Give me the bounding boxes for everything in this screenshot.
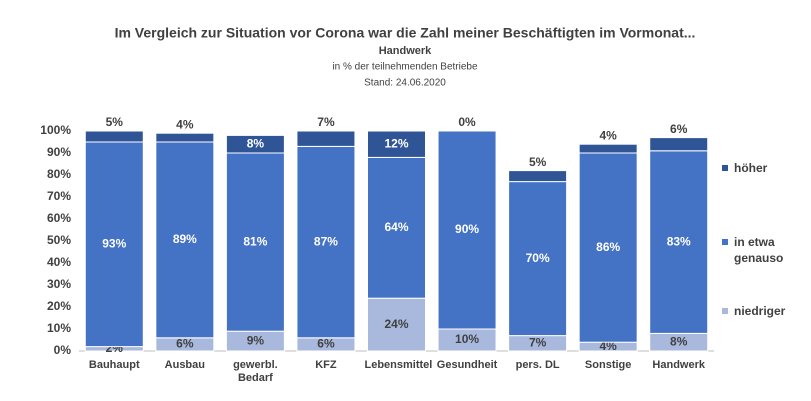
data-label: 89% [173, 232, 197, 246]
data-label: 87% [314, 234, 338, 248]
data-label: 90% [455, 222, 479, 236]
bar-segment [437, 130, 497, 330]
data-label: 12% [384, 136, 408, 150]
bar-segment [367, 297, 426, 352]
bar-segment [84, 130, 144, 143]
bar-segment [578, 143, 638, 154]
data-label: 0% [458, 115, 476, 129]
x-tick-label: KFZ [315, 359, 337, 371]
y-tick-label: 10% [47, 321, 71, 335]
bar-segment [155, 132, 215, 143]
data-label: 7% [317, 115, 335, 129]
x-tick-label: Handwerk [652, 359, 705, 371]
data-label: 5% [106, 115, 124, 129]
bar-segment [84, 141, 144, 348]
y-tick-label: 30% [47, 277, 71, 291]
data-label: 24% [384, 317, 408, 331]
chart-title: Im Vergleich zur Situation vor Corona wa… [115, 25, 696, 41]
x-tick-label: Ausbau [164, 359, 205, 371]
y-tick-label: 70% [47, 189, 71, 203]
data-label: 7% [529, 335, 547, 349]
annotation: in % der teilnehmenden Betriebe [332, 62, 478, 73]
bar-segment [578, 152, 638, 343]
bar-segment [367, 130, 426, 158]
x-tick-label: Lebensmittel [364, 359, 433, 371]
bar-segment [649, 150, 709, 334]
x-tick-label: pers. DL [515, 359, 560, 371]
x-tick-label: Bauhaupt [88, 359, 140, 371]
bar-segment [155, 141, 215, 339]
bar-segment [508, 181, 568, 337]
data-label: 70% [526, 251, 550, 265]
annotation: Stand: 24.06.2020 [364, 78, 446, 89]
data-label: 8% [670, 334, 688, 348]
data-label: 8% [247, 136, 265, 150]
legend-label: höher [734, 161, 768, 175]
chart-subtitle: Handwerk [379, 45, 432, 57]
data-label: 93% [102, 236, 126, 250]
data-label: 4% [599, 128, 617, 142]
legend-swatch [722, 165, 728, 171]
x-tick-label: gewerbl. Bedarf [233, 359, 278, 384]
legend-label: in etwa genauso [734, 235, 784, 265]
data-label: 81% [243, 234, 267, 248]
y-tick-label: 0% [54, 343, 72, 357]
data-label: 10% [455, 332, 479, 346]
bar-segment [367, 156, 426, 299]
data-label: 86% [596, 240, 620, 254]
y-tick-label: 20% [47, 299, 71, 313]
legend-swatch [722, 239, 728, 245]
data-label: 9% [247, 333, 265, 347]
data-label: 5% [529, 155, 547, 169]
data-label: 83% [667, 234, 691, 248]
data-label: 4% [176, 117, 194, 131]
y-tick-label: 80% [47, 167, 71, 181]
y-tick-label: 40% [47, 255, 71, 269]
y-tick-label: 100% [40, 123, 71, 137]
y-tick-label: 50% [47, 233, 71, 247]
x-tick-label: Gesundheit [436, 359, 498, 371]
bar-segment [649, 137, 709, 152]
bar-segment [508, 170, 568, 183]
data-label: 6% [670, 122, 688, 136]
legend-label: niedriger [734, 304, 786, 318]
bar-segment [296, 145, 356, 339]
data-label: 6% [317, 337, 335, 351]
data-label: 64% [384, 220, 408, 234]
bar-segment [296, 130, 356, 147]
x-tick-label: Sonstige [584, 359, 632, 371]
bar-segment [225, 134, 285, 154]
y-tick-label: 90% [47, 145, 71, 159]
legend-swatch [722, 308, 728, 314]
y-tick-label: 60% [47, 211, 71, 225]
data-label: 6% [176, 337, 194, 351]
